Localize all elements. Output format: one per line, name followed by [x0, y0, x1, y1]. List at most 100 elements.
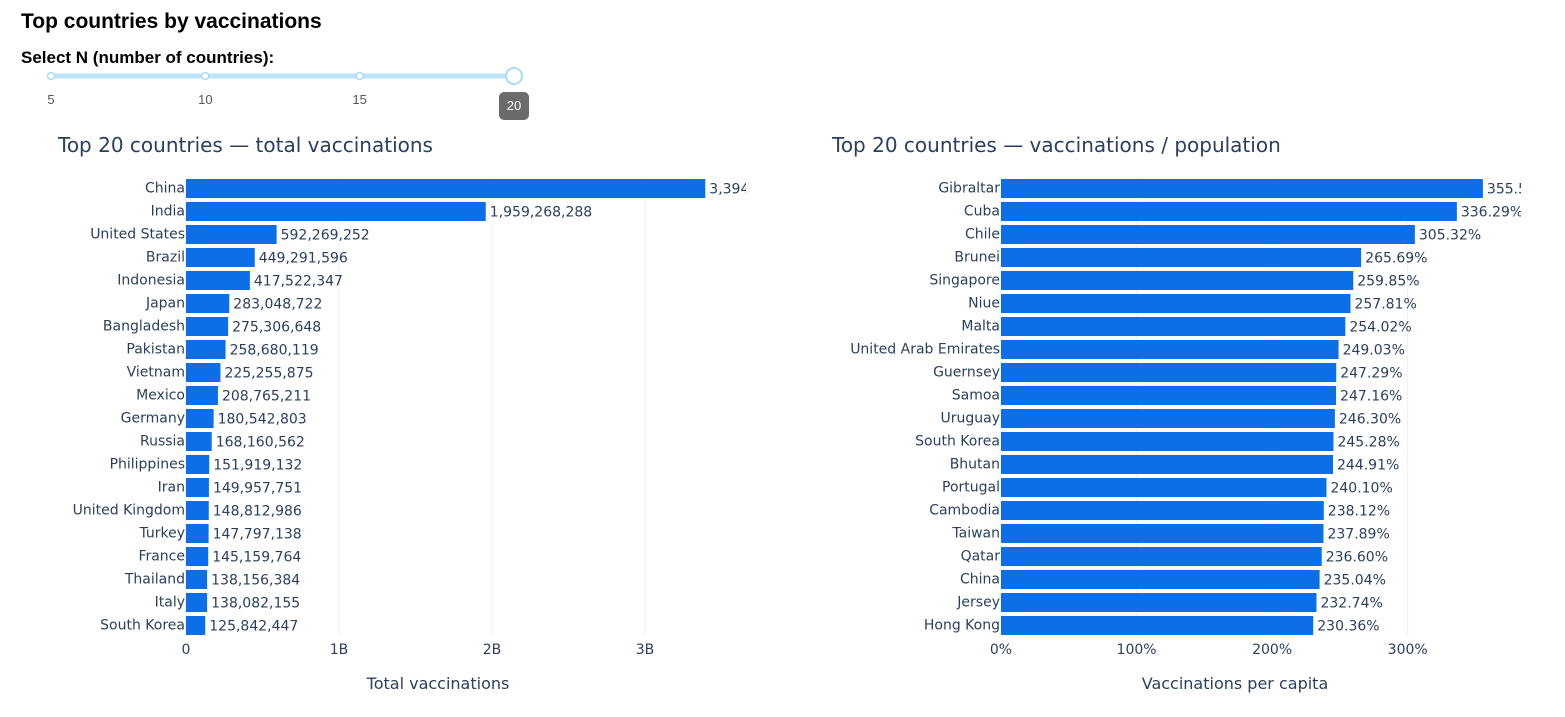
y-tick-label: Russia	[140, 434, 185, 450]
x-tick-label: 0	[182, 642, 191, 658]
bar	[186, 432, 212, 451]
value-label: 148,812,986	[213, 504, 302, 520]
y-tick-label: Bangladesh	[103, 319, 185, 335]
charts: Top 20 countries — total vaccinations 0 1B…	[57, 133, 1521, 693]
bar	[1001, 501, 1324, 520]
y-tick-label: Mexico	[136, 388, 185, 404]
bar	[1001, 225, 1415, 244]
value-label: 240.10%	[1330, 481, 1392, 497]
bar	[1001, 363, 1337, 382]
slider[interactable]: 5 10 15 20	[46, 67, 529, 120]
value-label: 149,957,751	[213, 481, 302, 497]
value-label: 259.85%	[1357, 274, 1419, 290]
bar	[1001, 317, 1346, 336]
y-tick-label: United Arab Emirates	[850, 342, 1000, 358]
y-tick-label: South Korea	[915, 434, 1000, 450]
y-tick-label: Turkey	[138, 526, 185, 542]
value-label: 138,082,155	[211, 596, 300, 612]
value-label: 417,522,347	[254, 274, 343, 290]
bar	[1001, 179, 1483, 198]
y-tick-label: Pakistan	[126, 342, 185, 358]
chart: Top 20 countries — total vaccinations 0 1B…	[57, 133, 746, 693]
value-label: 283,048,722	[233, 297, 322, 313]
bar	[186, 179, 706, 198]
y-tick-label: Uruguay	[941, 411, 1001, 427]
y-tick-label: United States	[90, 227, 185, 243]
plot: 3,394,000,000 1,959,268,288 592,269,252 449…	[186, 179, 746, 635]
slider-handle[interactable]	[505, 67, 523, 85]
bar	[186, 547, 209, 566]
y-tick-label: Guernsey	[933, 365, 1000, 381]
x-axis-title: Vaccinations per capita	[1142, 674, 1329, 693]
bar	[186, 225, 277, 244]
y-tick-label: Brunei	[954, 250, 1000, 266]
value-label: 232.74%	[1320, 596, 1382, 612]
bar	[186, 616, 206, 635]
x-tick-label: 200%	[1252, 642, 1292, 658]
chart-title: Top 20 countries — total vaccinations	[57, 133, 433, 157]
x-axis-title: Total vaccinations	[366, 674, 510, 693]
bar	[186, 317, 229, 336]
bar	[186, 386, 218, 405]
value-label: 275,306,648	[232, 320, 321, 336]
slider-tick[interactable]	[355, 71, 364, 81]
x-tick-label: 100%	[1117, 642, 1157, 658]
bar	[1001, 409, 1335, 428]
value-label: 125,842,447	[209, 619, 298, 635]
bar	[1001, 432, 1334, 451]
bar	[186, 524, 209, 543]
value-label: 225,255,875	[224, 366, 313, 382]
value-label: 151,919,132	[213, 458, 302, 474]
value-label: 247.29%	[1340, 366, 1402, 382]
y-tick-label: Taiwan	[951, 526, 1000, 542]
value-label: 235.04%	[1324, 573, 1386, 589]
bar	[186, 271, 250, 290]
value-label: 1,959,268,288	[490, 205, 592, 221]
y-tick-label: Vietnam	[127, 365, 185, 381]
value-label: 236.60%	[1326, 550, 1388, 566]
slider-value-badge	[499, 92, 529, 120]
value-label: 147,797,138	[213, 527, 302, 543]
bar	[186, 501, 209, 520]
chart: Top 20 countries — vaccinations / popula…	[831, 133, 1521, 693]
bar	[1001, 386, 1337, 405]
y-tick-label: Bhutan	[950, 457, 1000, 473]
chart-title: Top 20 countries — vaccinations / popula…	[831, 133, 1281, 157]
slider-tick-label[interactable]: 10	[198, 92, 212, 107]
slider-tick-label[interactable]: 5	[47, 92, 54, 107]
y-tick-label: Iran	[158, 480, 185, 496]
bar	[186, 593, 208, 612]
y-tick-label: Qatar	[961, 549, 1001, 565]
y-tick-label: Singapore	[929, 273, 1000, 289]
bar	[186, 248, 255, 267]
slider-tick[interactable]	[46, 71, 56, 81]
value-label: 138,156,384	[211, 573, 300, 589]
bar	[186, 455, 210, 474]
y-tick-label: Hong Kong	[924, 618, 1000, 634]
x-tick-label: 300%	[1388, 642, 1428, 658]
bar	[1001, 248, 1362, 267]
bar	[1001, 616, 1314, 635]
x-tick-label: 1B	[330, 642, 349, 658]
value-label: 208,765,211	[222, 389, 311, 405]
y-tick-label: Cuba	[964, 204, 1000, 220]
bar	[1001, 478, 1327, 497]
y-tick-label: Japan	[145, 296, 185, 312]
value-label: 237.89%	[1327, 527, 1389, 543]
y-tick-label: United Kingdom	[73, 503, 185, 519]
value-label: 265.69%	[1365, 251, 1427, 267]
bar	[1001, 547, 1322, 566]
slider-tick-label[interactable]: 15	[352, 92, 366, 107]
y-tick-label: Italy	[155, 595, 185, 611]
value-label: 305.32%	[1419, 228, 1481, 244]
y-tick-label: Jersey	[956, 595, 1000, 611]
value-label: 244.91%	[1337, 458, 1399, 474]
value-label: 592,269,252	[281, 228, 370, 244]
y-tick-label: Gibraltar	[938, 181, 1000, 197]
value-label: 145,159,764	[212, 550, 301, 566]
slider-value: 20	[507, 98, 521, 113]
bar	[1001, 202, 1457, 221]
slider-tick[interactable]	[201, 71, 210, 81]
y-tick-label: France	[138, 549, 185, 565]
x-tick-label: 0%	[990, 642, 1012, 658]
